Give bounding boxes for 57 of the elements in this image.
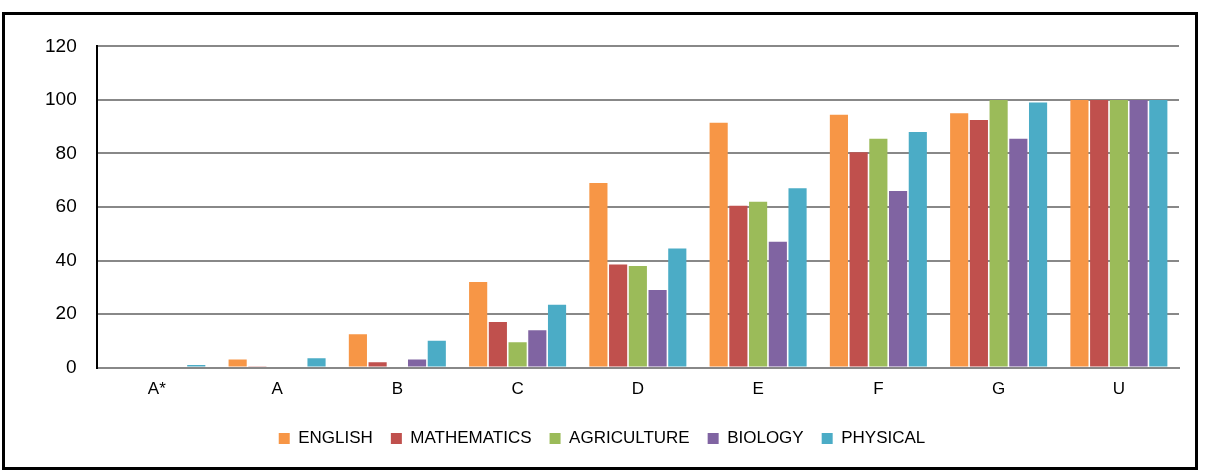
- bar: [749, 201, 768, 367]
- bar: [1149, 99, 1168, 367]
- bar: [589, 182, 608, 367]
- y-tick-label: 80: [55, 141, 77, 163]
- x-tick-label: F: [873, 379, 884, 399]
- bar: [368, 362, 387, 367]
- bar: [407, 359, 427, 367]
- x-tick-label: U: [1112, 379, 1126, 399]
- bar: [869, 138, 888, 367]
- bar: [1129, 99, 1148, 367]
- bar: [969, 120, 988, 367]
- legend-label: PHYSICAL: [841, 428, 926, 448]
- bar: [469, 281, 488, 367]
- y-tick-label: 40: [55, 248, 77, 270]
- bar: [1028, 102, 1048, 367]
- bar: [729, 205, 748, 367]
- x-tick-label: C: [511, 379, 524, 399]
- bar: [528, 330, 547, 367]
- bar: [709, 122, 728, 367]
- bar: [908, 132, 927, 367]
- legend-label: AGRICULTURE: [569, 428, 690, 448]
- bar: [1090, 99, 1109, 367]
- bar: [307, 358, 326, 367]
- x-tick-label: D: [631, 379, 644, 399]
- legend-label: BIOLOGY: [727, 428, 804, 448]
- y-tick-label: 60: [55, 195, 77, 217]
- x-tick-label: B: [391, 379, 404, 399]
- bar: [547, 304, 567, 367]
- bar: [829, 114, 848, 367]
- x-tick-label: G: [992, 379, 1006, 399]
- legend-label: MATHEMATICS: [410, 428, 532, 448]
- bar: [228, 359, 247, 367]
- bar: [1109, 99, 1128, 367]
- bar: [1009, 138, 1028, 367]
- bar: [508, 342, 527, 367]
- bar: [668, 248, 687, 367]
- y-tick-label: 100: [45, 88, 77, 110]
- x-tick-label: A*: [147, 379, 167, 399]
- x-tick-label: E: [752, 379, 764, 399]
- y-tick-label: 20: [55, 302, 77, 324]
- bar: [989, 99, 1008, 367]
- y-tick-label: 0: [66, 355, 77, 377]
- bar: [609, 264, 628, 367]
- bar: [768, 241, 787, 367]
- bar: [427, 340, 446, 367]
- bar: [950, 113, 969, 367]
- bar: [628, 265, 647, 367]
- bar: [648, 289, 667, 367]
- y-tick-label: 120: [45, 34, 77, 56]
- bar: [348, 334, 367, 367]
- bar: [788, 188, 807, 367]
- bar: [488, 322, 507, 367]
- bar: [1070, 99, 1089, 367]
- bar: [849, 152, 868, 367]
- bar: [889, 190, 908, 367]
- legend-label: ENGLISH: [298, 428, 373, 448]
- x-tick-label: A: [271, 379, 284, 399]
